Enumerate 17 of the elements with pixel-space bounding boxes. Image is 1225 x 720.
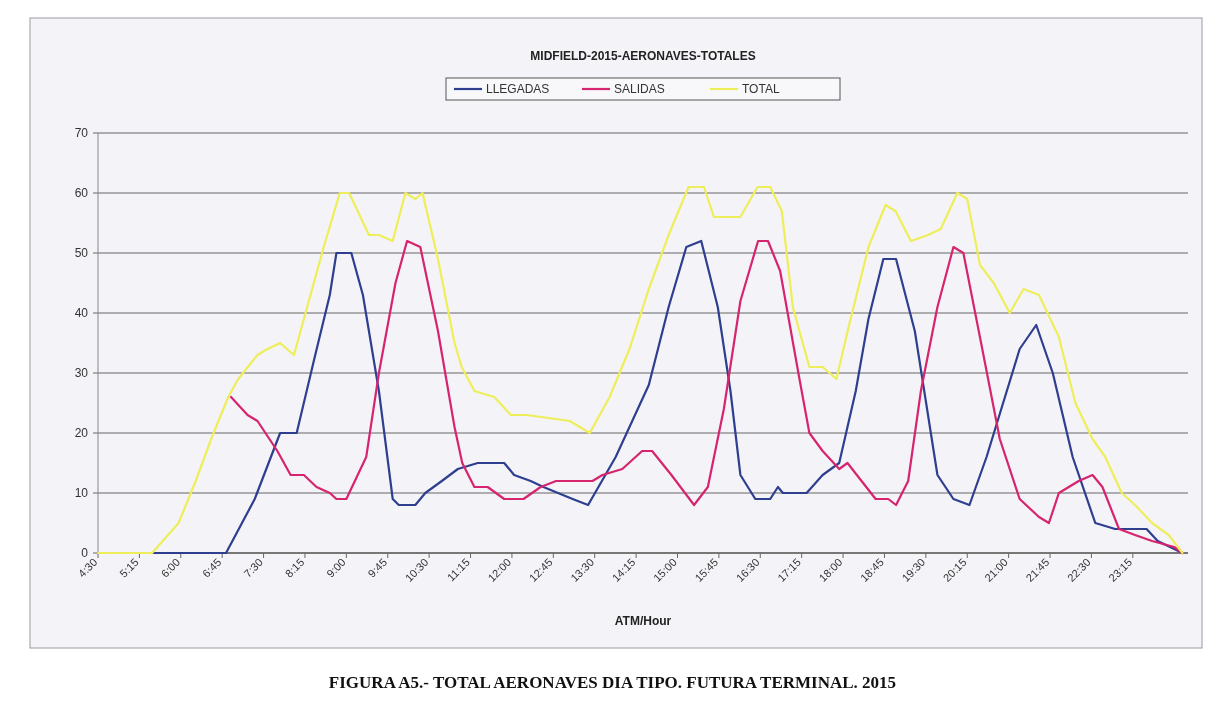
y-tick-label: 30 [74, 366, 89, 380]
x-tick-label: 9:00 [324, 555, 348, 580]
y-tick-label: 40 [74, 306, 89, 320]
y-tick-label: 70 [74, 126, 89, 140]
y-tick-label: 10 [74, 486, 89, 500]
x-axis-title: ATM/Hour [614, 614, 672, 628]
y-tick-label: 20 [74, 426, 89, 440]
y-tick-label: 60 [74, 186, 89, 200]
legend-label: TOTAL [742, 82, 780, 96]
text: FIGURA A5.- TOTAL AERONAVES DIA TIPO. FUTURA TERMINAL. 2015 [328, 673, 897, 692]
y-tick-label: 50 [74, 246, 89, 260]
legend-label: LLEGADAS [486, 82, 550, 96]
legend-label: SALIDAS [614, 82, 665, 96]
x-tick-label: 7:30 [241, 555, 265, 580]
x-tick-label: 6:00 [158, 555, 183, 580]
y-tick-label: 0 [81, 546, 89, 560]
chart-title: MIDFIELD-2015-AERONAVES-TOTALES [530, 49, 756, 63]
